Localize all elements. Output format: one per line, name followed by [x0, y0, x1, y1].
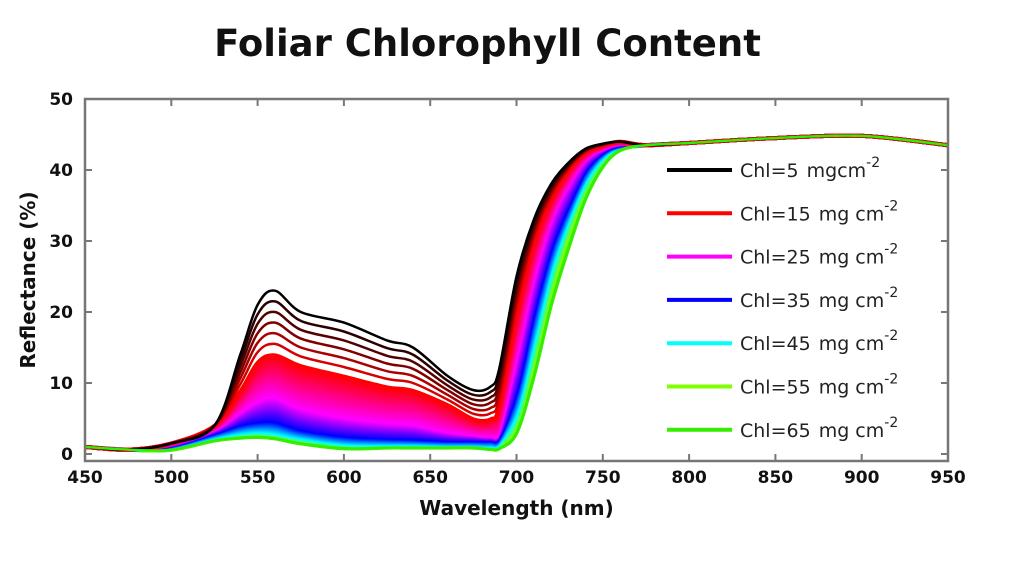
y-tick-label: 0 [61, 445, 73, 465]
legend-item: Chl=5 mgcm-2 [667, 155, 880, 182]
legend-label: Chl=25 mg cm-2 [740, 242, 898, 269]
y-tick-label: 10 [49, 374, 73, 394]
x-tick-label: 950 [930, 468, 966, 488]
legend-label: Chl=55 mg cm-2 [740, 372, 898, 399]
x-tick-label: 650 [412, 468, 448, 488]
legend-item: Chl=25 mg cm-2 [667, 242, 898, 269]
x-tick-label: 900 [844, 468, 880, 488]
axes: 450 500 550 600 650 700 750 800 850 900 950 0 10 20 30… [49, 90, 966, 488]
chart-title: Foliar Chlorophyll Content [214, 22, 761, 65]
y-axis-label: Reflectance (%) [16, 191, 40, 368]
legend-label: Chl=45 mg cm-2 [740, 328, 898, 355]
legend-label: Chl=15 mg cm-2 [740, 198, 898, 225]
x-tick-label: 600 [326, 468, 362, 488]
curves [84, 133, 949, 453]
legend: Chl=5 mgcm-2 Chl=15 mg cm-2 Chl=25 mg cm-2 Chl… [667, 155, 898, 442]
x-tick-label: 700 [499, 468, 535, 488]
legend-item: Chl=65 mg cm-2 [667, 415, 898, 442]
legend-item: Chl=55 mg cm-2 [667, 372, 898, 399]
y-tick-label: 50 [49, 90, 73, 110]
legend-item: Chl=45 mg cm-2 [667, 328, 898, 355]
x-tick-label: 450 [67, 468, 103, 488]
y-tick-label: 30 [49, 232, 73, 252]
x-tick-label: 850 [758, 468, 794, 488]
legend-label: Chl=35 mg cm-2 [740, 285, 898, 312]
legend-label: Chl=5 mgcm-2 [740, 155, 880, 182]
x-tick-label: 800 [671, 468, 707, 488]
y-tick-label: 20 [49, 303, 73, 323]
y-tick-label: 40 [49, 161, 73, 181]
reflectance-curve-chl65 [84, 134, 949, 452]
legend-label: Chl=65 mg cm-2 [740, 415, 898, 442]
x-tick-label: 500 [154, 468, 190, 488]
x-tick-label: 550 [240, 468, 276, 488]
legend-item: Chl=15 mg cm-2 [667, 198, 898, 225]
legend-item: Chl=35 mg cm-2 [667, 285, 898, 312]
x-axis-label: Wavelength (nm) [419, 496, 614, 520]
x-tick-label: 750 [585, 468, 621, 488]
